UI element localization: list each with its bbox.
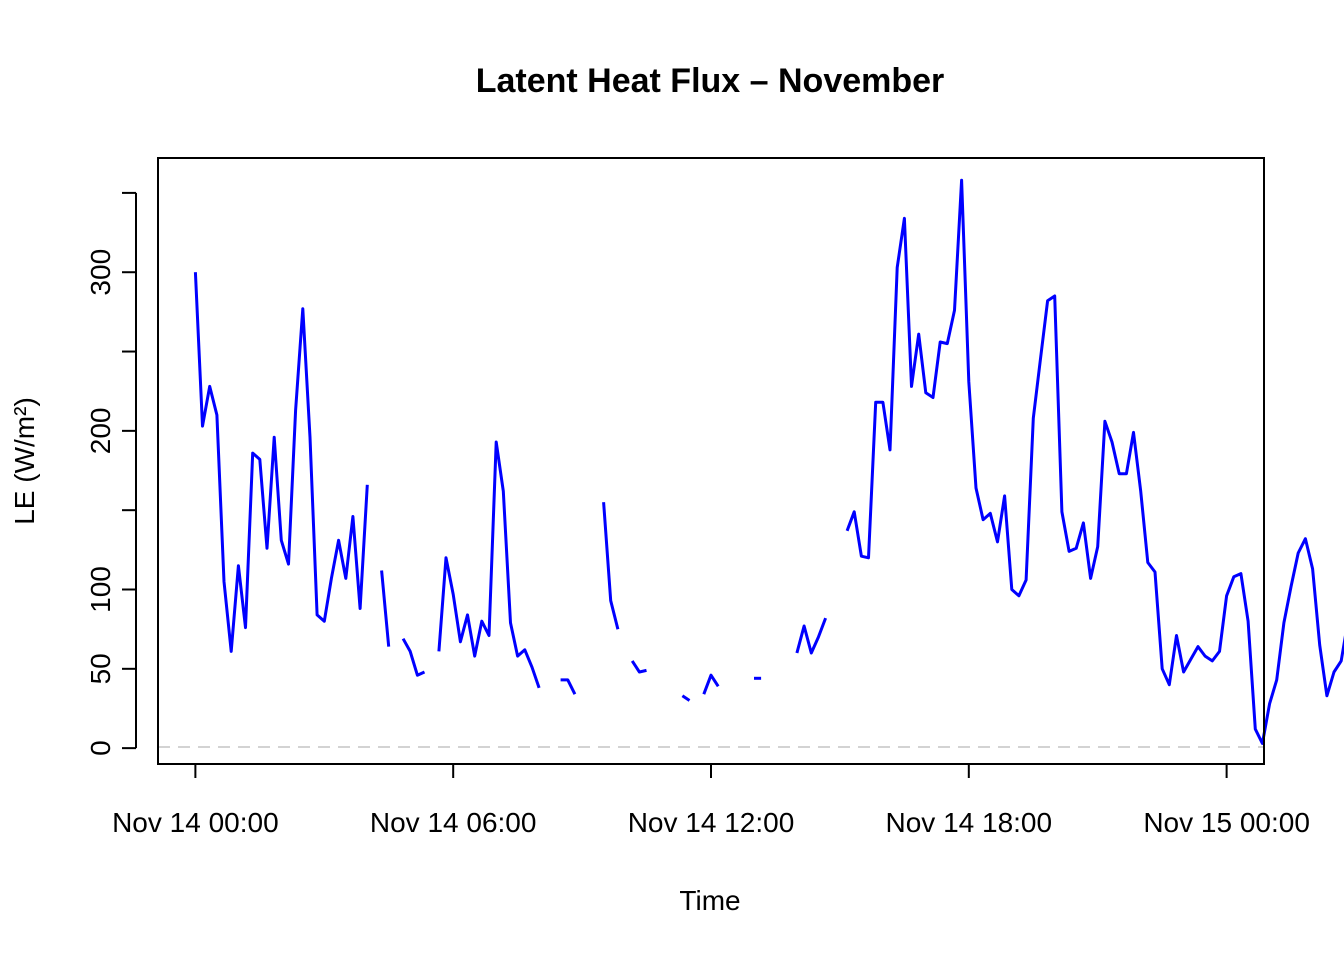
x-axis-label: Time xyxy=(679,885,740,916)
y-tick-label: 50 xyxy=(85,653,116,684)
series-line-segment xyxy=(795,617,828,655)
series-line-segment xyxy=(380,570,391,647)
x-axis: Nov 14 00:00 Nov 14 06:00 Nov 14 12:00 Nov … xyxy=(112,763,1310,838)
series-line-segment xyxy=(193,272,369,653)
series-line-segment xyxy=(401,637,426,677)
chart-title: Latent Heat Flux – November xyxy=(476,62,945,100)
series-line-segment xyxy=(702,673,720,695)
x-tick-label: Nov 14 12:00 xyxy=(628,807,795,838)
x-tick-label: Nov 14 18:00 xyxy=(886,807,1053,838)
plot-frame xyxy=(157,157,1265,765)
x-tick-label: Nov 14 00:00 xyxy=(112,807,279,838)
x-tick-label: Nov 14 06:00 xyxy=(370,807,537,838)
y-axis-label: LE (W/m²) xyxy=(9,397,40,525)
series-line-segment xyxy=(602,502,620,630)
x-tick-label: Nov 15 00:00 xyxy=(1143,807,1310,838)
y-axis: 0 50 100 200 300 xyxy=(85,191,137,756)
series-line-segment xyxy=(437,440,541,689)
y-tick-label: 100 xyxy=(85,566,116,613)
series-line-segment xyxy=(560,678,577,695)
series-line-segment xyxy=(845,178,1344,745)
y-tick-label: 200 xyxy=(85,407,116,454)
y-tick-label: 0 xyxy=(85,740,116,756)
series-line-segment xyxy=(681,694,691,702)
series-lines xyxy=(193,178,1344,745)
series-line-segment xyxy=(630,660,647,674)
y-tick-label: 300 xyxy=(85,249,116,296)
